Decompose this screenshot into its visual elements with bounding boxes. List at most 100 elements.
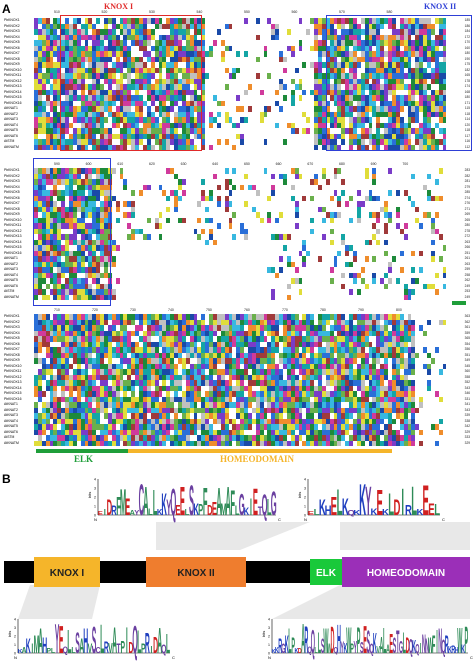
sequence-end-position: 280 xyxy=(464,223,470,227)
logo-residue: W xyxy=(323,622,328,661)
logo-residue: Q xyxy=(63,645,68,655)
logo-residue: E xyxy=(422,476,428,524)
sequence-end-position: 184 xyxy=(464,29,470,33)
sequence-name: AtKNAT5 xyxy=(4,424,18,428)
logo-residue: D xyxy=(107,495,112,520)
sequence-end-position: 249 xyxy=(464,294,470,299)
sequence-end-position: 338 xyxy=(464,418,470,423)
logo-residue: T xyxy=(258,505,263,518)
sequence-end-position: 116 xyxy=(464,139,470,143)
logo-residue: R xyxy=(111,504,116,519)
sequence-name: PbKNOX14 xyxy=(4,239,22,244)
alignment-row xyxy=(34,34,447,40)
sequence-end-position: 356 xyxy=(464,347,470,351)
ruler-tick: 740 xyxy=(168,308,174,312)
alignment-row xyxy=(34,217,447,223)
alignment-row xyxy=(34,352,447,358)
sequence-end-position: 171 xyxy=(464,100,470,105)
logo-residue: V xyxy=(108,640,113,657)
logo-y-tick: 1 xyxy=(268,643,270,647)
ruler-tick: 660 xyxy=(275,162,282,166)
sequence-end-position: 360 xyxy=(464,369,470,373)
alignment-row xyxy=(34,206,447,212)
ruler-tick: 580 xyxy=(386,10,393,14)
sequence-name: PbKNOX10 xyxy=(4,67,22,72)
sequence-end-position: 329 xyxy=(464,429,470,434)
logo-residue: L xyxy=(100,618,104,663)
ruler-tick: 560 xyxy=(291,10,298,14)
sequence-name: AtSTM xyxy=(4,289,15,293)
sequence-name: AtKNAT4 xyxy=(4,272,18,277)
logo-residue: K xyxy=(26,636,31,659)
sequence-end-position: 341 xyxy=(464,402,470,406)
sequence-end-position: 261 xyxy=(464,256,470,260)
logo-y-tick: 3 xyxy=(14,626,16,630)
logo-residue: E xyxy=(180,479,185,525)
alignment-row xyxy=(34,330,447,336)
sequence-residues-block-1 xyxy=(34,18,447,150)
logo-y-tick: 0 xyxy=(14,652,16,656)
sequence-end-position: 363 xyxy=(464,314,470,318)
logo-residue: I xyxy=(420,641,422,657)
logo-residue: H xyxy=(455,647,459,655)
alignment-row xyxy=(34,95,447,101)
sequence-end-position: 190 xyxy=(464,56,470,61)
logo-residue: L xyxy=(137,625,141,661)
knox2-continuation-box xyxy=(33,158,111,306)
knox2-domain xyxy=(146,557,246,587)
alignment-row xyxy=(34,325,447,331)
logo-residue: S xyxy=(75,625,80,659)
logo-residue: Q xyxy=(347,508,355,516)
logo-residue: F xyxy=(116,493,121,522)
logo-residue: G xyxy=(399,637,403,657)
sequence-end-position: 354 xyxy=(464,341,470,346)
sequence-end-position: 282 xyxy=(464,173,470,178)
ruler-tick: 630 xyxy=(180,162,187,166)
sequence-end-position: 352 xyxy=(464,380,470,384)
alignment-row xyxy=(34,56,447,62)
logo-residue: S xyxy=(321,635,325,658)
sequence-name: PbKNOX11 xyxy=(4,73,22,77)
sequence-end-position: 160 xyxy=(464,45,470,50)
sequence-name: PbKNOX13 xyxy=(4,380,22,384)
logo-residue: L xyxy=(411,479,417,524)
sequence-name: AtKNAT3 xyxy=(4,413,18,417)
logo-residue: R xyxy=(445,631,449,659)
panel-b-label: B xyxy=(2,472,11,486)
alignment-row xyxy=(34,256,447,262)
sequence-name: PbKNOX1 xyxy=(4,18,20,22)
logo-y-tick: 2 xyxy=(268,635,270,639)
sequence-end-position: 331 xyxy=(464,396,470,401)
logo-n-terminus: N xyxy=(304,517,307,522)
sequence-residues-block-3 xyxy=(34,314,447,446)
homeodomain-bar-label: HOMEODOMAIN xyxy=(220,454,294,464)
logo-n-terminus: N xyxy=(268,655,271,660)
logo-residue: K xyxy=(157,508,163,517)
ruler-block-3: 710 720 730 740 750 760 770 780 790 800 xyxy=(34,306,458,314)
ruler-tick: 570 xyxy=(339,10,345,14)
alignment-block-3: 710 720 730 740 750 760 770 780 790 800 PbKNOX1 Pb… xyxy=(4,306,470,466)
logo-residue: R xyxy=(145,628,150,660)
logo-residue: E xyxy=(175,501,180,519)
sequence-name: PbKNOX1 xyxy=(4,314,20,318)
logo-residue: I xyxy=(401,481,404,523)
sequence-name: PbKNOX8 xyxy=(4,56,20,61)
sequence-end-position: 333 xyxy=(464,435,470,439)
alignment-row xyxy=(34,45,447,51)
logo-residue: H xyxy=(42,633,47,659)
logo-residue: L xyxy=(434,501,440,519)
alignment-row xyxy=(34,40,447,46)
logo-residue: P xyxy=(350,641,354,657)
sequence-name: PbKNOX12 xyxy=(4,228,22,233)
alignment-row xyxy=(34,234,447,240)
logo-n-terminus: N xyxy=(14,655,17,660)
logo-residue: K xyxy=(295,647,299,655)
logo-residue: V xyxy=(88,642,93,657)
logo-residue: E xyxy=(331,492,337,521)
sequence-end-position: 345 xyxy=(464,363,470,368)
sequence-end-position: 263 xyxy=(464,239,470,244)
logo-residue: A xyxy=(143,479,148,525)
logo-bits-label: bits xyxy=(261,631,266,637)
sequence-end-position: 178 xyxy=(464,78,470,83)
logo-residue: K xyxy=(353,508,361,517)
